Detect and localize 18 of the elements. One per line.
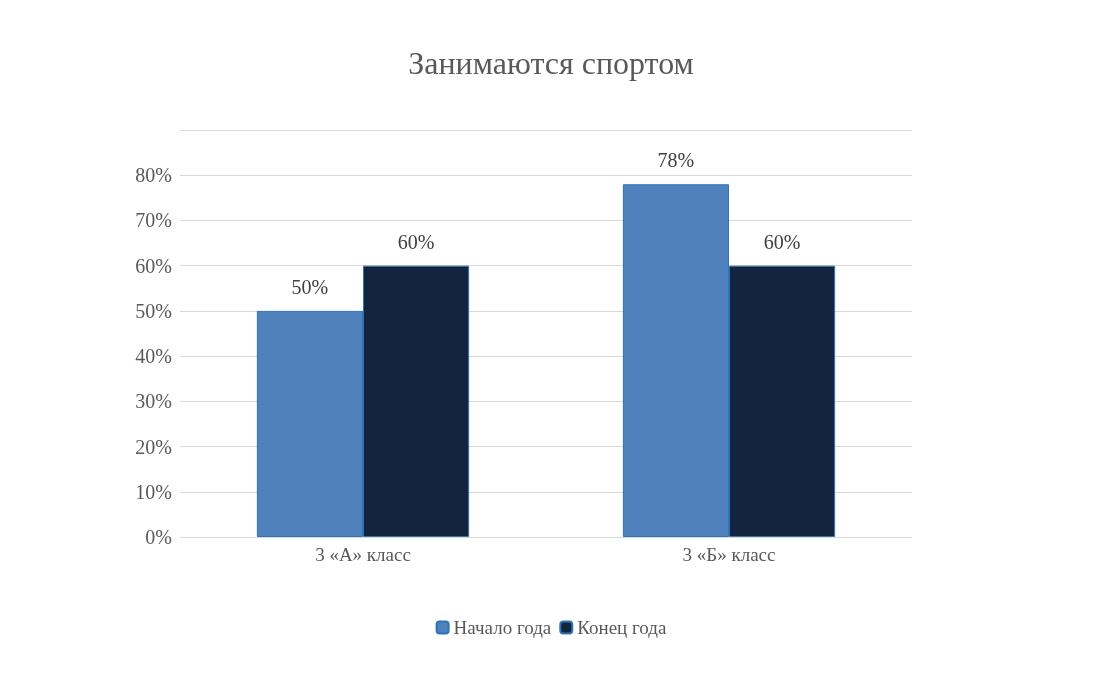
y-tick-label: 20% bbox=[135, 435, 172, 458]
y-tick-label: 60% bbox=[135, 254, 172, 277]
y-tick-label: 30% bbox=[135, 390, 172, 413]
y-tick-label: 40% bbox=[135, 345, 172, 368]
x-tick-label: 3 «Б» класс bbox=[682, 544, 776, 565]
x-tick-label: 3 «А» класс bbox=[315, 544, 411, 565]
data-label: 60% bbox=[763, 230, 801, 253]
legend-label: Начало года bbox=[453, 617, 552, 638]
y-tick-label: 80% bbox=[135, 164, 172, 187]
data-label: 78% bbox=[657, 149, 695, 172]
data-label: 60% bbox=[397, 230, 435, 253]
chart-title: Занимаются спортом bbox=[408, 45, 694, 81]
y-tick-label: 0% bbox=[145, 526, 172, 548]
y-tick-label: 50% bbox=[135, 299, 172, 322]
legend-label: Конец года bbox=[577, 617, 667, 638]
y-tick-label: 10% bbox=[135, 480, 172, 503]
data-label: 50% bbox=[291, 275, 329, 298]
y-tick-label: 70% bbox=[135, 209, 172, 232]
